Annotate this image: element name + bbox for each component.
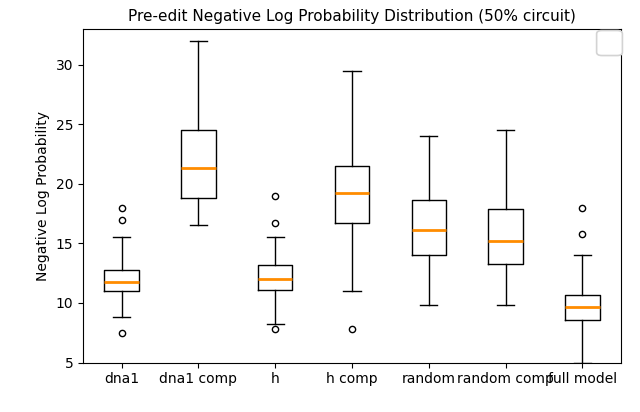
- Y-axis label: Negative Log Probability: Negative Log Probability: [36, 111, 51, 281]
- FancyBboxPatch shape: [596, 30, 623, 56]
- Title: Pre-edit Negative Log Probability Distribution (50% circuit): Pre-edit Negative Log Probability Distri…: [128, 9, 576, 23]
